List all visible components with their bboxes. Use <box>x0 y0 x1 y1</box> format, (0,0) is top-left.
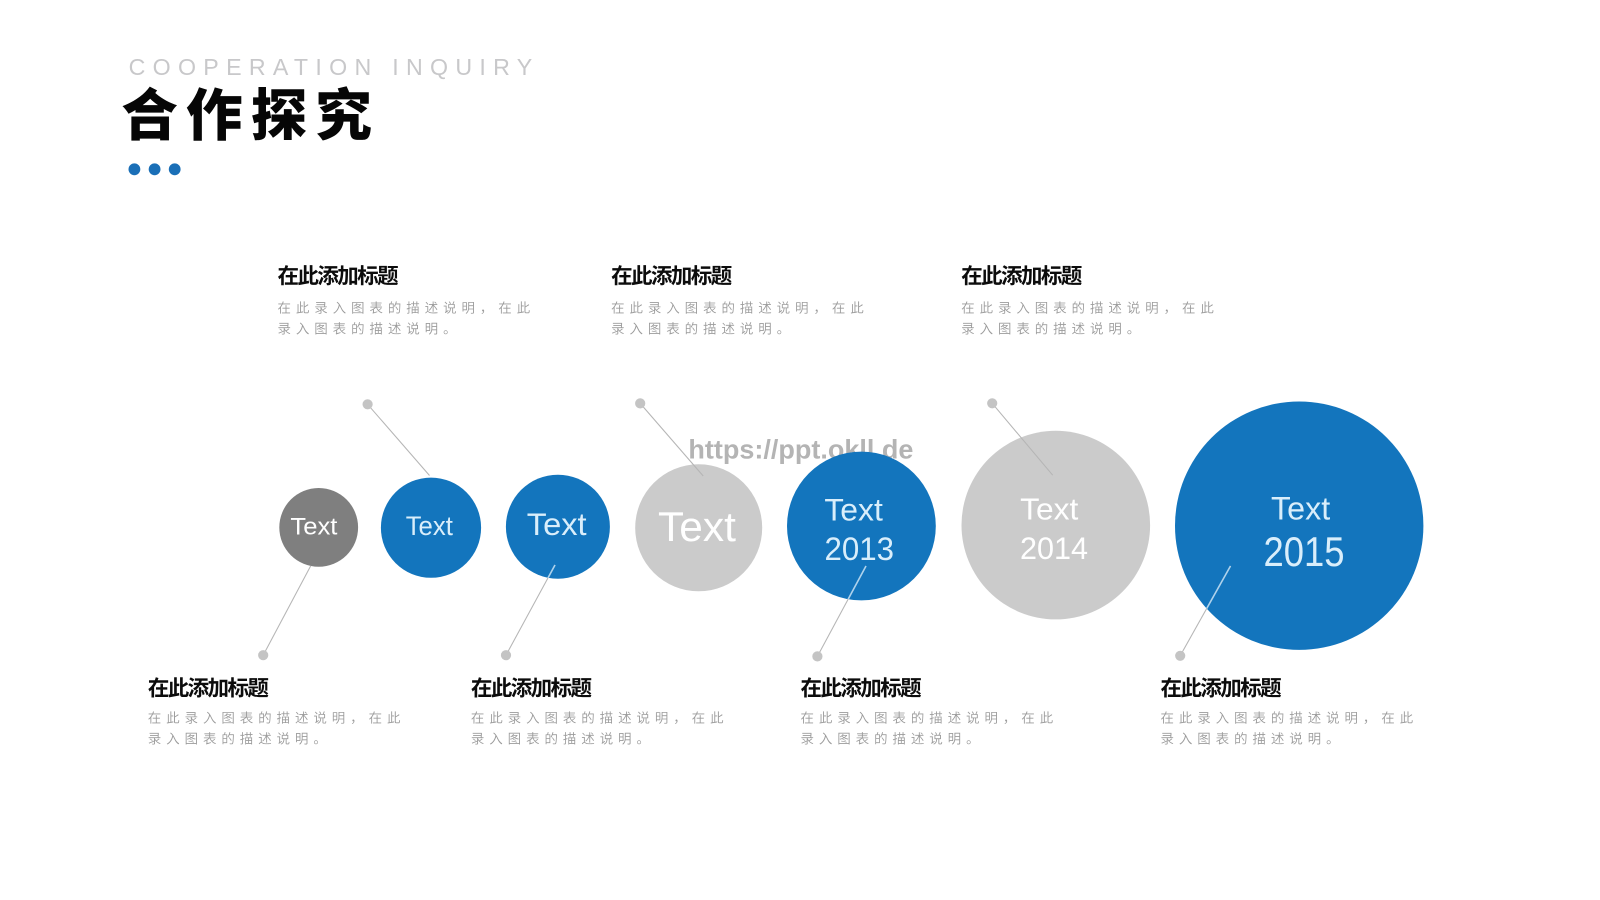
svg-text:2014: 2014 <box>1020 531 1088 566</box>
svg-text:2013: 2013 <box>825 531 895 567</box>
svg-text:Text: Text <box>1020 492 1079 526</box>
svg-text:COOPERATION INQUIRY: COOPERATION INQUIRY <box>129 54 540 80</box>
svg-text:Text: Text <box>824 492 883 527</box>
svg-text:Text: Text <box>1271 491 1330 527</box>
svg-text:Text: Text <box>290 513 337 540</box>
svg-text:Text: Text <box>406 511 454 541</box>
svg-text:Text: Text <box>527 506 587 542</box>
svg-text:2015: 2015 <box>1264 528 1345 575</box>
svg-text:Text: Text <box>658 504 736 550</box>
